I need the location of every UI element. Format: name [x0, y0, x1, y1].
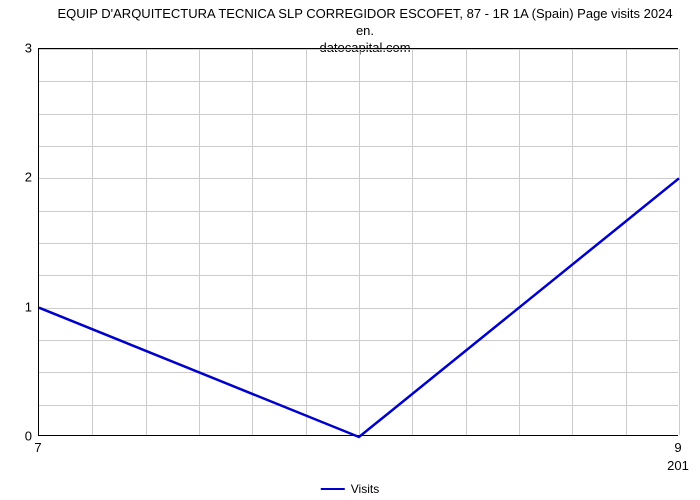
y-tick-label: 2: [16, 170, 32, 185]
x-sub-label: 201: [667, 458, 689, 473]
x-tick-label: 7: [34, 440, 41, 455]
gridline-v: [679, 49, 680, 435]
visits-line: [39, 178, 679, 437]
legend-swatch: [321, 488, 345, 491]
line-series: [39, 49, 678, 435]
x-tick-label: 9: [674, 440, 681, 455]
chart-title-line1: EQUIP D'ARQUITECTURA TECNICA SLP CORREGI…: [57, 6, 672, 38]
plot-area: [38, 48, 678, 436]
y-tick-label: 0: [16, 429, 32, 444]
legend: Visits: [321, 482, 379, 496]
y-tick-label: 3: [16, 41, 32, 56]
y-tick-label: 1: [16, 299, 32, 314]
chart-container: EQUIP D'ARQUITECTURA TECNICA SLP CORREGI…: [0, 0, 700, 500]
legend-label: Visits: [351, 482, 379, 496]
